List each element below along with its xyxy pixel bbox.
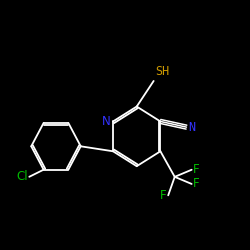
Text: N: N (102, 115, 110, 128)
Text: F: F (160, 189, 167, 202)
Text: Cl: Cl (16, 170, 28, 183)
Text: SH: SH (155, 65, 169, 78)
Text: F: F (193, 178, 200, 190)
Text: F: F (193, 163, 200, 176)
Text: N: N (188, 121, 196, 134)
